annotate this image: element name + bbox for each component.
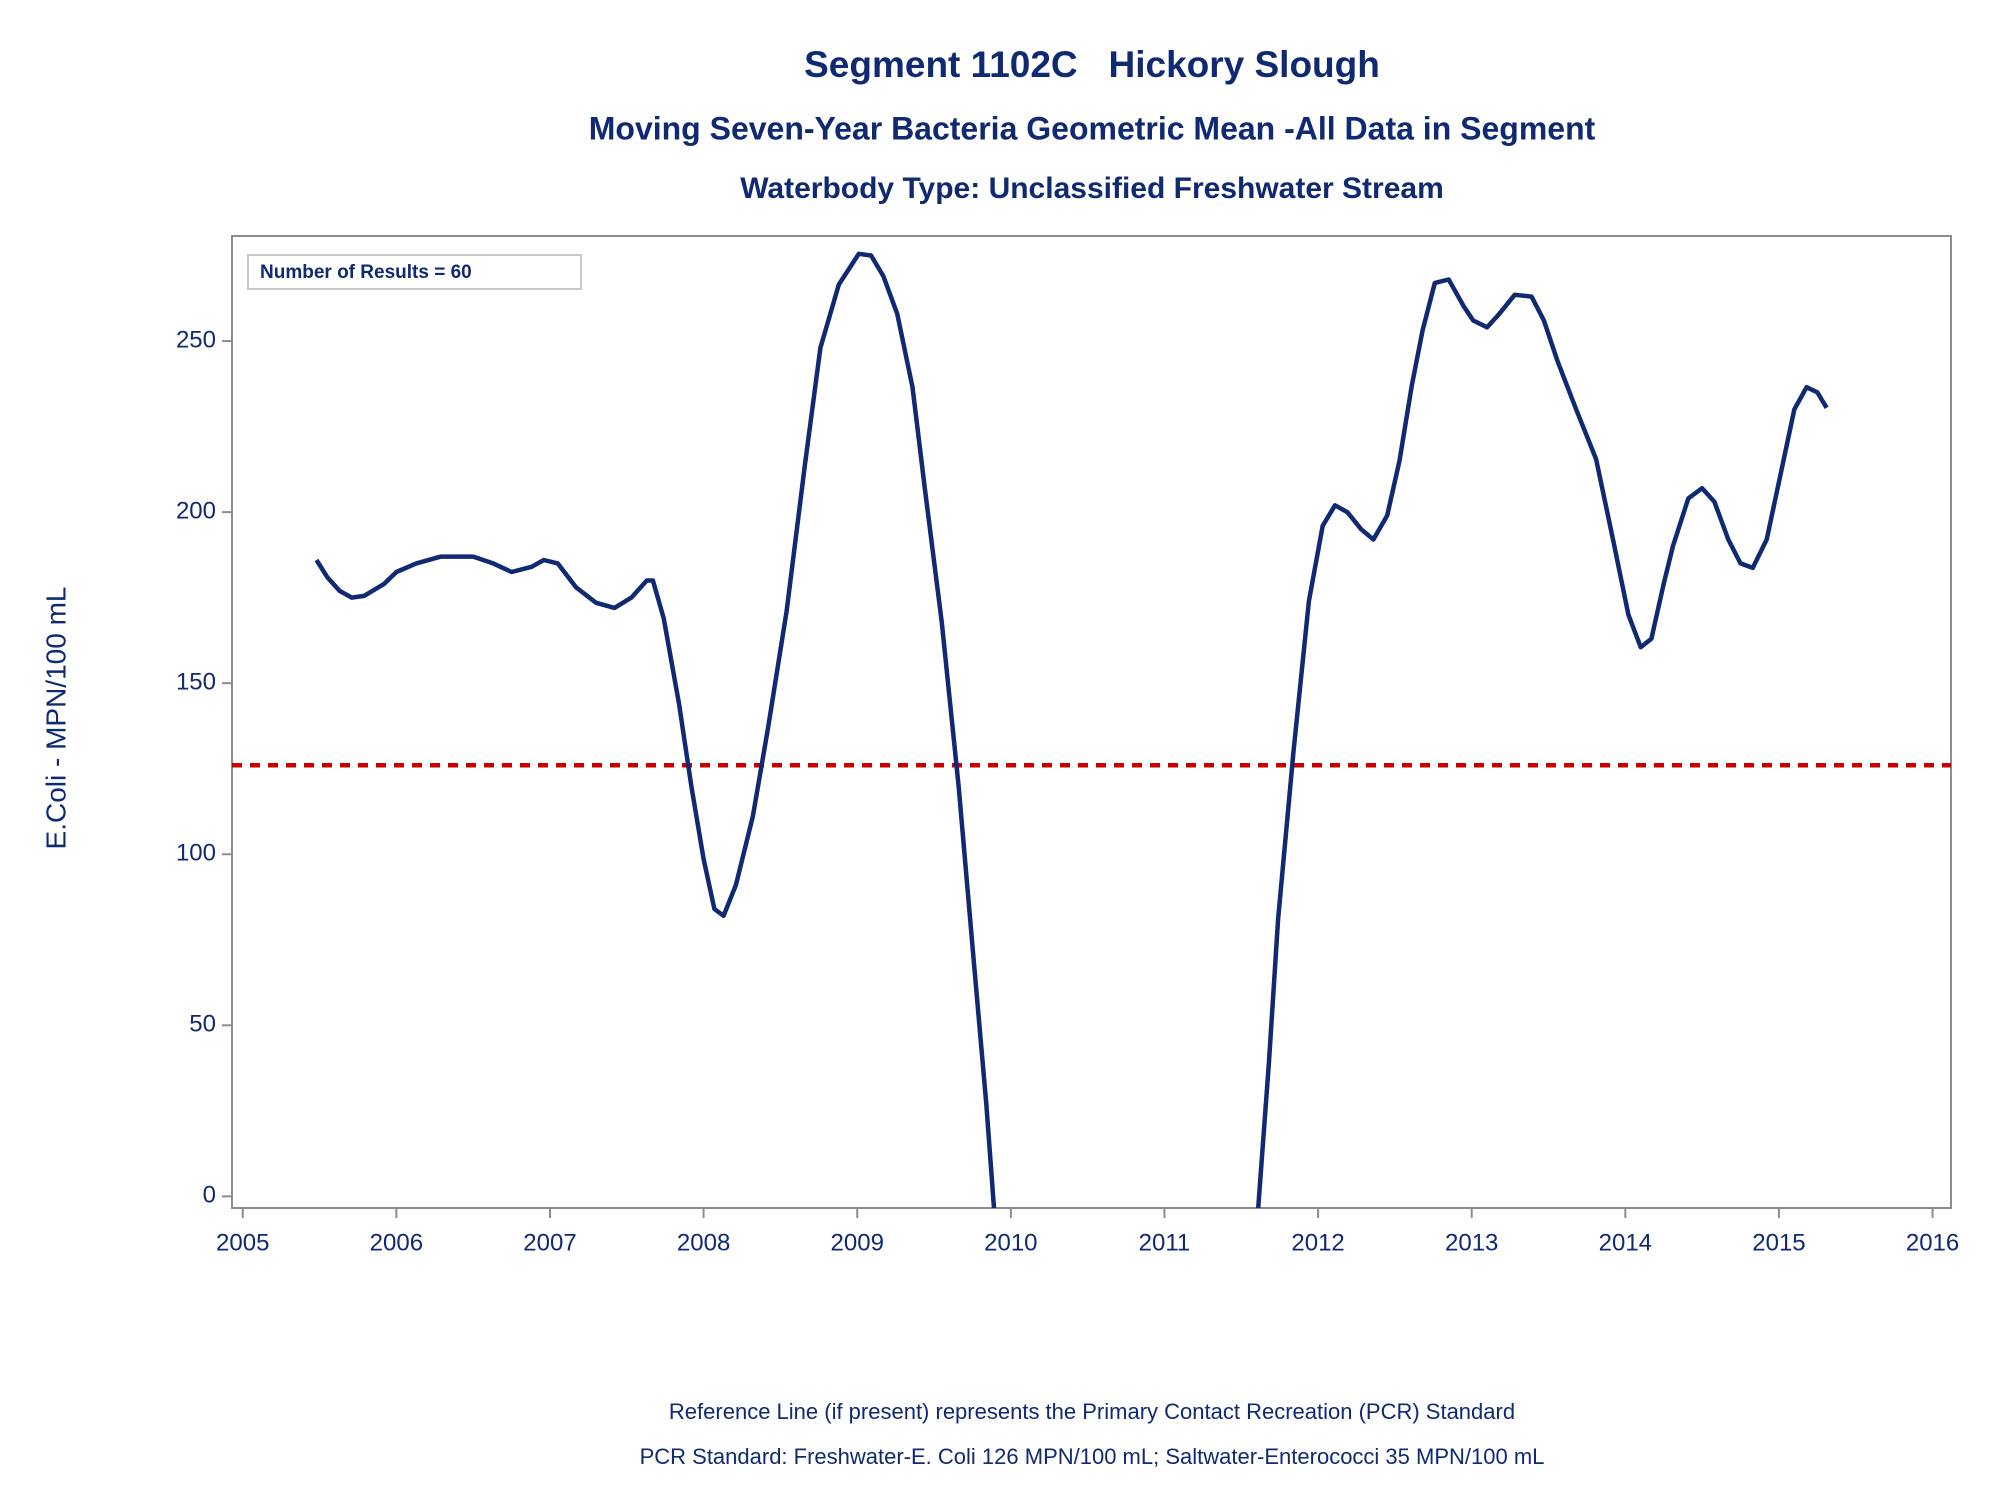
x-tick-label: 2014: [1599, 1229, 1652, 1256]
x-tick-label: 2012: [1291, 1229, 1344, 1256]
x-tick-label: 2005: [216, 1229, 269, 1256]
x-tick-label: 2007: [523, 1229, 576, 1256]
x-tick-label: 2006: [370, 1229, 423, 1256]
annotation: Number of Results = 60: [260, 262, 472, 283]
y-tick-label: 0: [203, 1182, 216, 1209]
x-tick-label: 2016: [1906, 1229, 1959, 1256]
x-tick-label: 2015: [1752, 1229, 1805, 1256]
y-tick-label: 100: [176, 840, 216, 867]
x-tick-label: 2013: [1445, 1229, 1498, 1256]
chart-subtitle: Waterbody Type: Unclassified Freshwater …: [740, 172, 1444, 205]
annotation-box: [247, 254, 582, 290]
footnote: PCR Standard: Freshwater-E. Coli 126 MPN…: [640, 1444, 1545, 1469]
y-tick-label: 200: [176, 497, 216, 524]
footnote: Reference Line (if present) represents t…: [669, 1399, 1515, 1424]
y-axis-label: E.Coli - MPN/100 mL: [40, 587, 71, 850]
data-line: [314, 251, 1829, 1208]
chart-title: Segment 1102C Hickory Slough: [804, 44, 1380, 85]
y-tick-label: 150: [176, 669, 216, 696]
chart-subtitle: Moving Seven-Year Bacteria Geometric Mea…: [589, 110, 1596, 146]
plot-area: [232, 251, 1951, 1208]
x-tick-label: 2011: [1139, 1229, 1191, 1256]
plot-frame: [231, 235, 1952, 1209]
y-tick-label: 50: [189, 1011, 216, 1038]
x-tick-label: 2009: [831, 1229, 884, 1256]
x-tick-label: 2008: [677, 1229, 730, 1256]
y-tick-label: 250: [176, 326, 216, 353]
x-tick-label: 2010: [984, 1229, 1037, 1256]
